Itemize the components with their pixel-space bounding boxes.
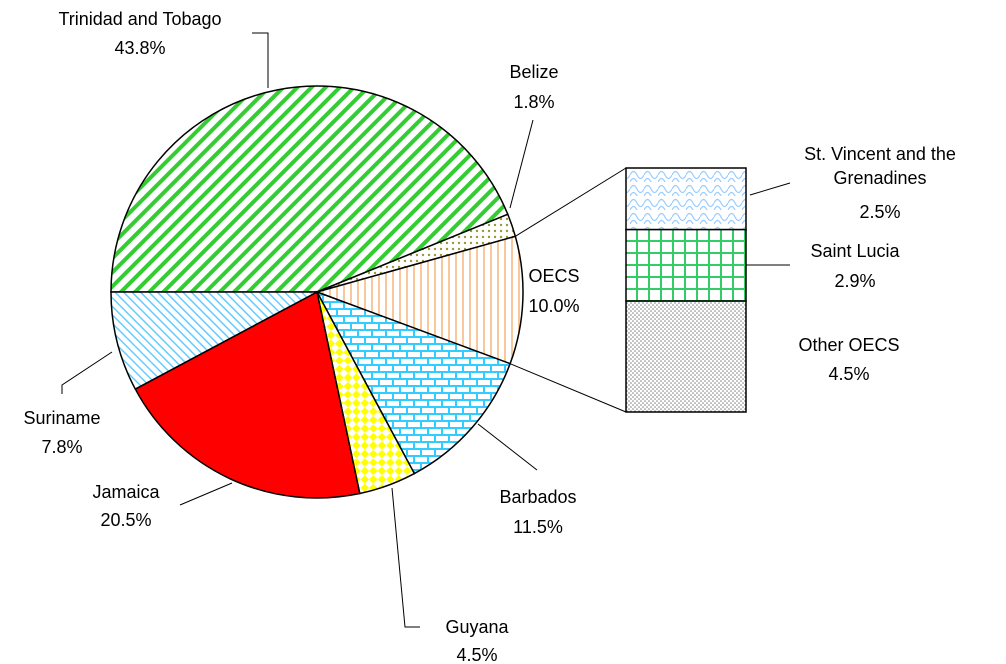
data-label: Trinidad and Tobago (58, 9, 222, 29)
bar-segment (625, 167, 747, 231)
data-label: St. Vincent and the Grenadines (804, 144, 956, 188)
data-label: 10.0% (528, 296, 580, 316)
data-label: OECS (528, 266, 580, 286)
connector-line (515, 167, 627, 237)
data-label: 7.8% (41, 437, 83, 457)
pie-slice (314, 235, 524, 365)
data-label: 43.8% (114, 38, 166, 58)
leader-line (749, 182, 791, 196)
pie-slice (110, 85, 509, 293)
bar-segment (625, 300, 747, 413)
data-label: Guyana (445, 617, 509, 637)
data-label: 4.5% (456, 645, 498, 664)
leader-line (391, 487, 420, 628)
data-label: Saint Lucia (810, 241, 900, 261)
data-label: Suriname (23, 408, 101, 428)
leader-line (509, 119, 534, 209)
leader-line (477, 423, 538, 471)
data-label: 11.5% (513, 517, 563, 537)
data-label: 1.8% (513, 92, 555, 112)
leader-line (252, 32, 269, 88)
pie-slice (315, 290, 512, 475)
leader-line (61, 351, 113, 394)
data-label: Other OECS (798, 335, 900, 355)
leader-line (179, 482, 233, 506)
data-label: 2.9% (834, 271, 876, 291)
pie-slice (134, 290, 361, 499)
data-label: 20.5% (100, 510, 152, 530)
bar-segment (625, 228, 747, 302)
data-label: 2.5% (859, 202, 901, 222)
connector-line (509, 363, 627, 413)
pie-slice (110, 291, 318, 391)
data-label: Barbados (499, 487, 577, 507)
data-label: Belize (509, 62, 559, 82)
data-label: Jamaica (92, 482, 160, 502)
data-label: 4.5% (828, 364, 870, 384)
